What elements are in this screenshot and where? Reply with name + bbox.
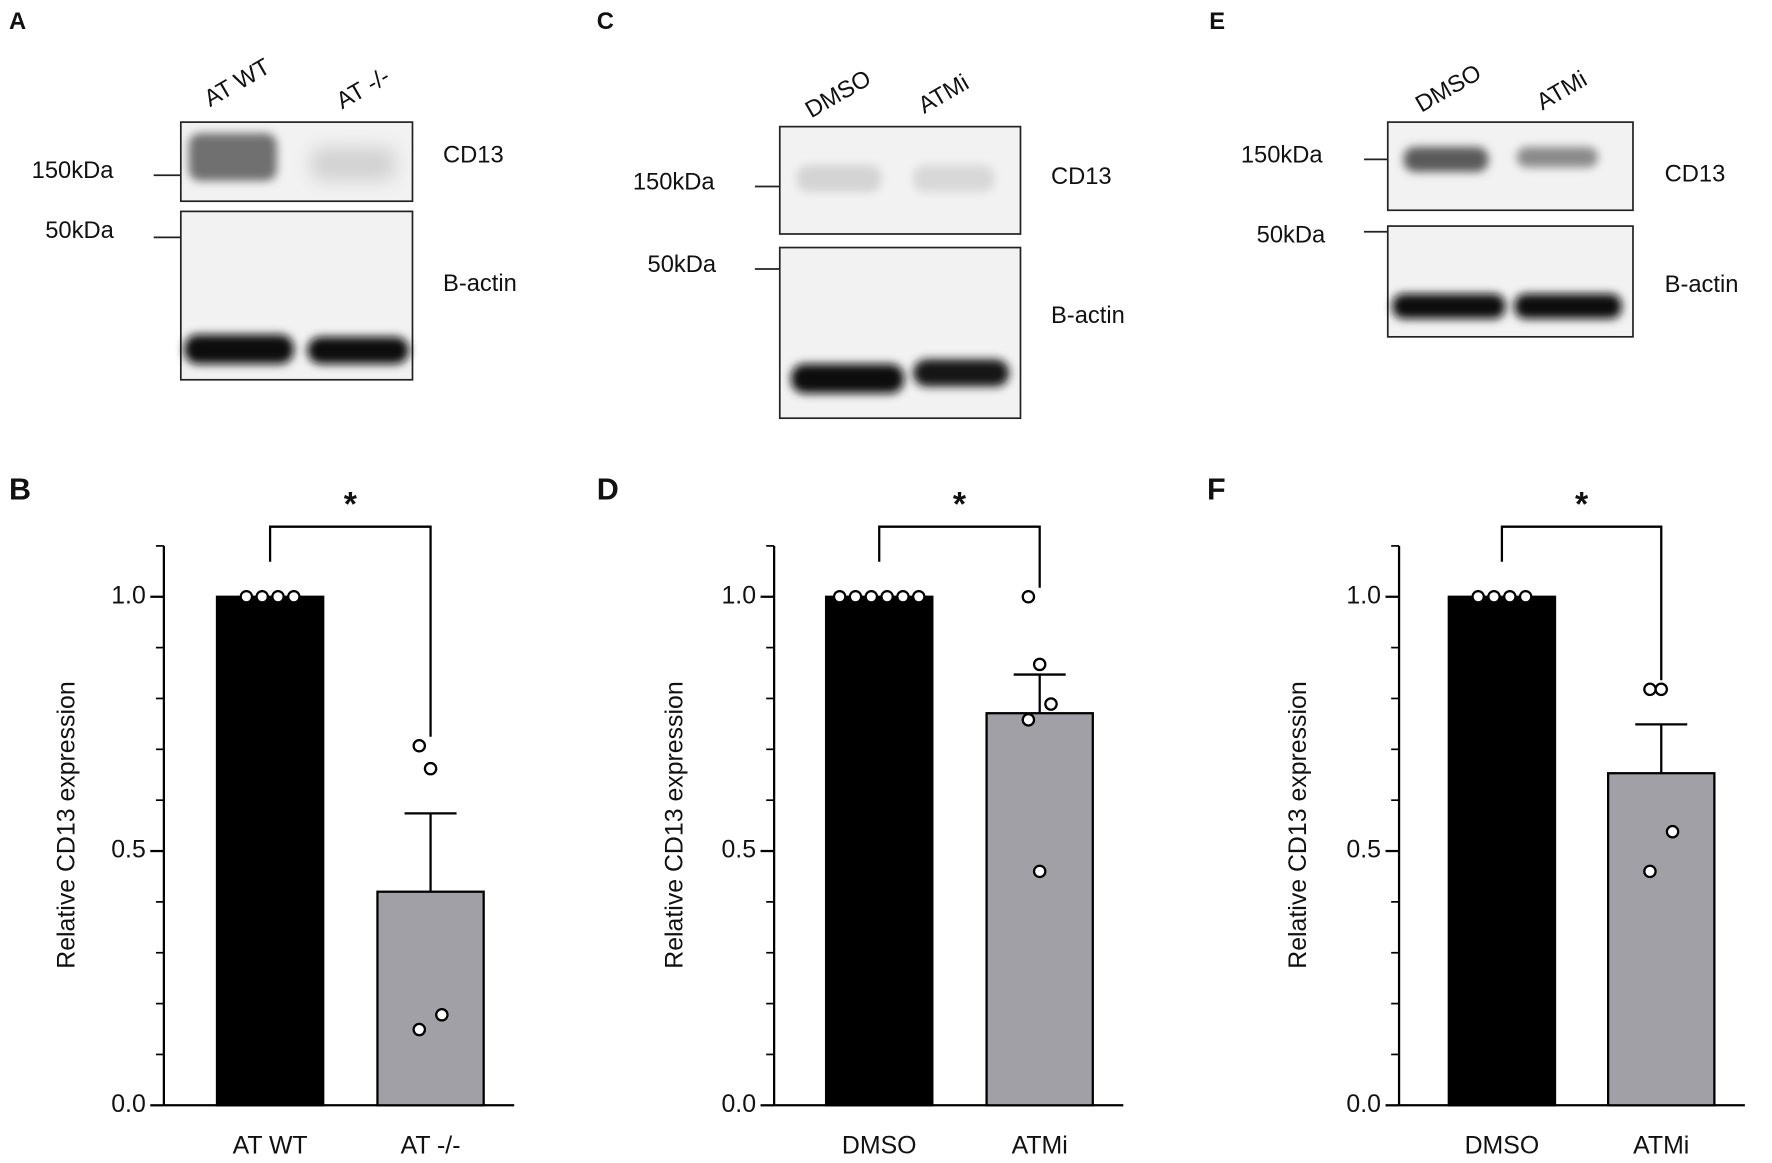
data-point (1021, 713, 1036, 727)
data-point (911, 589, 926, 604)
data-point (435, 1008, 449, 1022)
marker-label: 150kDa (633, 169, 716, 195)
band (184, 334, 294, 364)
panel-letter: E (1209, 9, 1225, 35)
data-point (412, 1022, 427, 1037)
lane-label: AT -/- (332, 64, 394, 115)
data-point (255, 589, 269, 604)
band-label: B-actin (1051, 303, 1125, 329)
band (1392, 293, 1506, 319)
data-point (864, 589, 879, 604)
bar (1447, 595, 1557, 1107)
y-tick-label: 1.0 (721, 581, 756, 609)
marker-label: 50kDa (45, 218, 114, 244)
significance-label: * (344, 485, 358, 523)
blot-e: E DMSO ATMi 150kDa 50kDa CD13 B-actin (1209, 9, 1739, 338)
marker-label: 150kDa (32, 158, 115, 184)
lane-label: ATMi (1532, 66, 1591, 115)
data-point (1032, 864, 1047, 879)
band-label: B-actin (1665, 272, 1739, 298)
x-tick-label: DMSO (842, 1132, 917, 1160)
y-tick-label: 1.0 (111, 581, 146, 609)
band (1403, 146, 1489, 172)
bar (1607, 772, 1716, 1107)
x-tick-label: DMSO (1465, 1132, 1540, 1160)
x-tick-label: ATMi (1012, 1132, 1068, 1160)
band (1516, 146, 1598, 168)
lane-label: DMSO (1411, 60, 1486, 118)
data-point (1471, 589, 1485, 604)
x-tick-label: AT -/- (401, 1132, 461, 1160)
significance-label: * (1575, 485, 1589, 523)
band (1514, 293, 1622, 319)
x-tick-label: ATMi (1633, 1132, 1689, 1160)
data-point (412, 738, 427, 753)
y-tick-label: 1.0 (1346, 581, 1381, 609)
blot-box (1386, 225, 1634, 338)
y-axis-label: Relative CD13 expression (660, 681, 688, 968)
data-point (880, 589, 894, 604)
data-point (1032, 657, 1047, 672)
band-label: CD13 (1665, 161, 1726, 187)
lane-label: AT WT (200, 54, 275, 112)
data-point (287, 589, 301, 604)
data-point (1021, 589, 1036, 604)
data-point (1487, 589, 1501, 604)
band (913, 359, 1010, 387)
marker-label: 50kDa (1257, 223, 1326, 249)
y-axis-label: Relative CD13 expression (52, 681, 80, 968)
band-label: B-actin (443, 271, 517, 297)
y-axis-label: Relative CD13 expression (1284, 681, 1312, 968)
significance-bracket (268, 525, 432, 737)
bar (376, 890, 485, 1107)
data-point (1665, 824, 1680, 839)
band (791, 363, 905, 394)
lane-label: ATMi (914, 70, 973, 119)
data-point (1518, 589, 1533, 604)
data-point (1654, 682, 1669, 697)
data-point (423, 761, 438, 776)
panel-letter: C (597, 9, 614, 35)
marker-label: 150kDa (1241, 142, 1324, 168)
data-point (832, 589, 847, 604)
band (796, 165, 882, 193)
significance-bracket (878, 525, 1041, 588)
significance-bracket (1500, 525, 1663, 681)
marker-label: 50kDa (648, 252, 717, 278)
band-label: CD13 (1051, 164, 1112, 190)
y-tick-label: 0.0 (1346, 1090, 1381, 1118)
x-tick-label: AT WT (233, 1132, 308, 1160)
data-point (239, 589, 254, 604)
significance-label: * (953, 485, 967, 523)
bar (985, 712, 1094, 1107)
bar (215, 595, 325, 1107)
blot-c: C DMSO ATMi 150kDa 50kDa CD13 B-actin (597, 9, 1125, 420)
band-label: CD13 (443, 142, 504, 168)
band (307, 336, 410, 364)
band (913, 165, 995, 193)
data-point (1643, 682, 1657, 697)
data-point (271, 589, 285, 604)
y-tick-label: 0.5 (111, 836, 146, 864)
panel-letter: A (9, 9, 26, 35)
y-tick-label: 0.0 (721, 1090, 756, 1118)
data-point (1503, 589, 1517, 604)
lane-label: DMSO (801, 66, 876, 124)
band (310, 146, 396, 181)
panel-letter: D (597, 473, 619, 507)
panel-letter: F (1207, 473, 1226, 507)
band (188, 133, 277, 181)
y-tick-label: 0.5 (721, 836, 756, 864)
panel-letter: B (9, 473, 31, 507)
data-point (848, 589, 863, 604)
data-point (896, 589, 910, 604)
data-point (1643, 864, 1657, 879)
y-tick-label: 0.0 (111, 1090, 146, 1118)
bar (824, 595, 934, 1107)
y-tick-label: 0.5 (1346, 836, 1381, 864)
blot-a: A AT WT AT -/- 150kDa 50kDa CD13 B-actin (9, 9, 517, 381)
data-point (1044, 697, 1058, 711)
